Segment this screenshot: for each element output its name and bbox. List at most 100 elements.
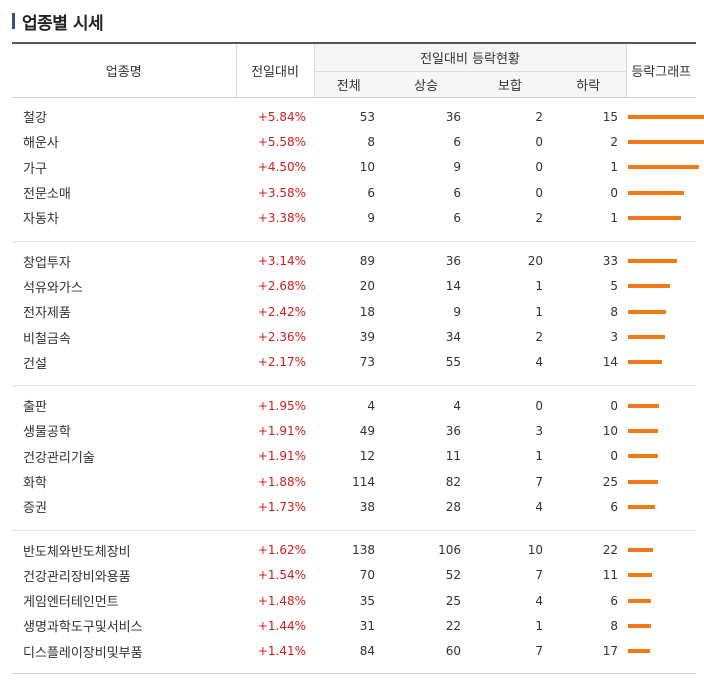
total-count: 10 (359, 160, 375, 175)
change-rate: +2.17% (257, 355, 306, 370)
flat-count: 1 (535, 618, 543, 633)
flat-count: 2 (535, 109, 543, 124)
sector-name-link[interactable]: 생물공학 (23, 425, 71, 441)
graph-cell (626, 350, 696, 375)
total-count: 138 (352, 543, 375, 558)
table-row: 생물공학 +1.91% 49 36 3 10 (12, 418, 696, 443)
total-count: 9 (367, 210, 375, 225)
header-up: 상승 (383, 71, 469, 98)
change-bar (628, 335, 665, 340)
graph-cell (626, 299, 696, 324)
flat-count: 2 (535, 210, 543, 225)
up-count: 6 (453, 134, 461, 149)
table-row: 화학 +1.88% 114 82 7 25 (12, 469, 696, 494)
total-count: 89 (359, 254, 375, 269)
change-bar (628, 454, 658, 459)
down-count: 6 (610, 499, 618, 514)
down-count: 14 (602, 355, 618, 370)
graph-cell (626, 129, 704, 154)
total-count: 20 (359, 279, 375, 294)
flat-count: 20 (527, 254, 543, 269)
sector-name-link[interactable]: 창업투자 (23, 255, 71, 271)
sector-name-link[interactable]: 자동차 (23, 212, 59, 228)
change-bar (628, 479, 658, 484)
up-count: 52 (445, 568, 461, 583)
flat-count: 3 (535, 423, 543, 438)
sector-price-table: 업종명 전일대비 전일대비 등락현황 등락그래프 전체 상승 보합 하락 철강 +… (12, 42, 704, 675)
group-spacer (12, 241, 696, 248)
graph-cell (626, 469, 696, 494)
down-count: 1 (610, 160, 618, 175)
change-bar (628, 403, 659, 408)
down-count: 5 (610, 279, 618, 294)
title-accent-bar (12, 13, 15, 29)
sector-name-link[interactable]: 출판 (23, 400, 47, 416)
up-count: 82 (445, 474, 461, 489)
header-change-status: 전일대비 등락현황 (313, 42, 627, 72)
sector-name-link[interactable]: 비철금속 (23, 331, 71, 347)
sector-name-link[interactable]: 건설 (23, 356, 47, 372)
sector-name-link[interactable]: 디스플레이장비및부품 (23, 645, 143, 661)
change-bar (628, 309, 666, 314)
sector-name-link[interactable]: 건강관리기술 (23, 450, 95, 466)
table-row: 게임엔터테인먼트 +1.48% 35 25 4 6 (12, 588, 696, 613)
graph-cell (626, 205, 696, 230)
sector-name-link[interactable]: 전문소매 (23, 187, 71, 203)
sector-name-link[interactable]: 생명과학도구및서비스 (23, 620, 143, 636)
change-bar (628, 360, 662, 365)
sector-name-link[interactable]: 건강관리장비와용품 (23, 569, 131, 585)
table-row: 반도체와반도체장비 +1.62% 138 106 10 22 (12, 537, 696, 562)
up-count: 36 (445, 254, 461, 269)
up-count: 106 (438, 543, 461, 558)
down-count: 10 (602, 423, 618, 438)
change-bar (628, 504, 655, 509)
sector-name-link[interactable]: 게임엔터테인먼트 (23, 595, 119, 611)
graph-cell (626, 248, 696, 273)
group-spacer (12, 530, 696, 537)
table-row: 자동차 +3.38% 9 6 2 1 (12, 205, 696, 230)
total-count: 35 (359, 593, 375, 608)
up-count: 36 (445, 423, 461, 438)
change-rate: +1.91% (257, 449, 306, 464)
graph-cell (626, 324, 696, 349)
graph-cell (626, 180, 696, 205)
flat-count: 0 (535, 398, 543, 413)
up-count: 6 (453, 210, 461, 225)
change-rate: +1.73% (257, 499, 306, 514)
up-count: 28 (445, 499, 461, 514)
sector-name-link[interactable]: 증권 (23, 501, 47, 517)
table-row: 비철금속 +2.36% 39 34 2 3 (12, 324, 696, 349)
down-count: 2 (610, 134, 618, 149)
graph-cell (626, 418, 696, 443)
sector-name-link[interactable]: 반도체와반도체장비 (23, 544, 131, 560)
table-row: 가구 +4.50% 10 9 0 1 (12, 155, 699, 180)
table-row: 해운사 +5.58% 8 6 0 2 (12, 129, 704, 154)
change-rate: +4.50% (257, 160, 306, 175)
down-count: 0 (610, 185, 618, 200)
change-rate: +5.58% (257, 134, 306, 149)
up-count: 25 (445, 593, 461, 608)
flat-count: 4 (535, 499, 543, 514)
change-rate: +3.14% (257, 254, 306, 269)
flat-count: 0 (535, 134, 543, 149)
graph-cell (626, 639, 696, 664)
sector-name-link[interactable]: 해운사 (23, 136, 59, 152)
down-count: 22 (602, 543, 618, 558)
table-row: 출판 +1.95% 4 4 0 0 (12, 393, 696, 418)
down-count: 3 (610, 330, 618, 345)
sector-name-link[interactable]: 철강 (23, 111, 47, 127)
sector-name-link[interactable]: 석유와가스 (23, 280, 83, 296)
graph-cell (626, 613, 696, 638)
group-divider (12, 374, 696, 387)
graph-cell (626, 155, 699, 180)
change-bar (628, 114, 704, 119)
flat-count: 1 (535, 304, 543, 319)
header-change: 전일대비 (236, 42, 314, 98)
change-bar (628, 165, 699, 170)
change-bar (628, 573, 652, 578)
sector-name-link[interactable]: 전자제품 (23, 306, 71, 322)
sector-name-link[interactable]: 화학 (23, 476, 47, 491)
sector-name-link[interactable]: 가구 (23, 161, 47, 177)
up-count: 9 (453, 160, 461, 175)
down-count: 33 (602, 254, 618, 269)
